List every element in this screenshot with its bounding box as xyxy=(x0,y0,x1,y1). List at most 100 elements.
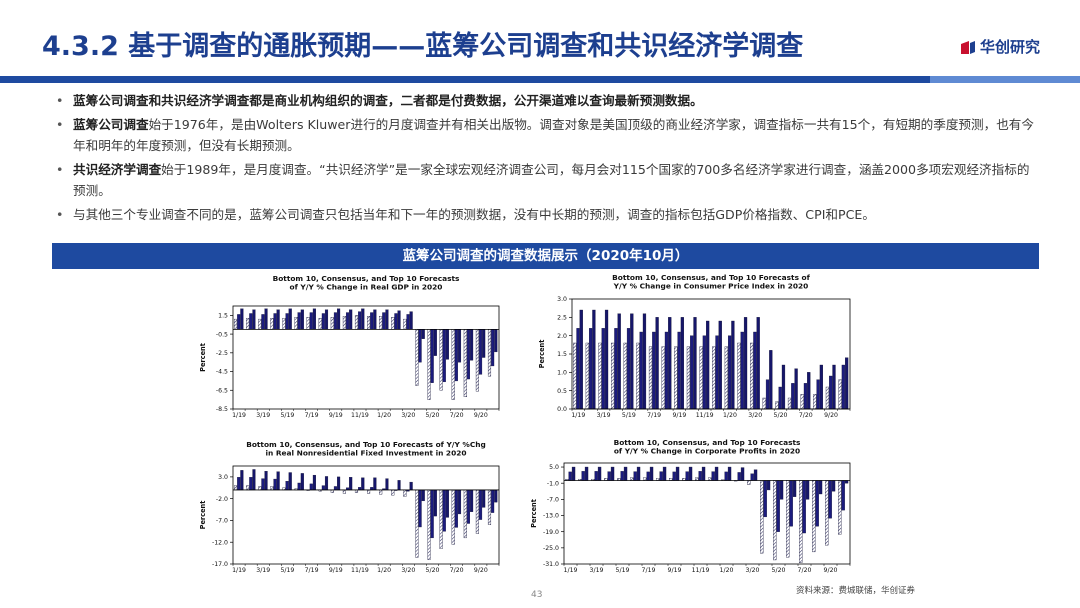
x-tick-label: 7/20 xyxy=(450,567,464,574)
bar-bottom-10 xyxy=(747,480,751,485)
bar-bottom-10 xyxy=(246,317,250,330)
bar-top-10 xyxy=(288,308,292,330)
bar-bottom-10 xyxy=(354,315,359,330)
bar-bottom-10 xyxy=(270,486,274,491)
bar-bottom-10 xyxy=(475,329,479,392)
bar-consensus xyxy=(358,311,362,330)
bar-bottom-10 xyxy=(773,480,777,561)
bullet-list: • 蓝筹公司调查和共识经济学调查都是商业机构组织的调查，二者都是付费数据，公开渠… xyxy=(56,90,1041,228)
bar-top-10 xyxy=(482,489,486,508)
chart-svg: Bottom 10, Consensus, and Top 10 Forecas… xyxy=(538,273,851,419)
bar-bottom-10 xyxy=(775,401,779,410)
bar-consensus xyxy=(491,329,495,367)
y-tick-label: 0.0 xyxy=(557,406,567,413)
page-title: 4.3.2 基于调查的通胀预期——蓝筹公司调查和共识经济学调查 xyxy=(42,31,804,62)
x-tick-label: 9/19 xyxy=(329,567,343,574)
x-tick-label: 7/19 xyxy=(647,412,661,419)
header-divider-accent xyxy=(930,76,1080,83)
bar-consensus xyxy=(672,471,676,481)
bar-top-10 xyxy=(623,466,628,481)
y-tick-label: 3.0 xyxy=(218,474,228,481)
bar-consensus xyxy=(626,328,631,410)
bullet-dot-icon: • xyxy=(56,93,64,108)
chart-title: in Real Nonresidential Fixed Investment … xyxy=(265,449,466,458)
chart-title: of Y/Y % Change in Real GDP in 2020 xyxy=(290,283,443,292)
bar-top-10 xyxy=(470,329,474,361)
x-tick-label: 3/20 xyxy=(746,567,760,574)
bar-consensus xyxy=(418,329,422,363)
bar-top-10 xyxy=(794,368,798,410)
y-tick-label: 1.0 xyxy=(557,370,567,377)
x-tick-label: 1/19 xyxy=(571,412,585,419)
bar-bottom-10 xyxy=(403,489,407,497)
y-axis-label: Percent xyxy=(199,501,207,530)
bar-bottom-10 xyxy=(318,317,322,330)
bar-consensus xyxy=(466,489,470,524)
y-tick-label: 5.0 xyxy=(549,464,559,471)
bar-consensus xyxy=(309,312,313,330)
bar-top-10 xyxy=(779,480,784,500)
bar-bottom-10 xyxy=(786,480,790,558)
bar-top-10 xyxy=(337,476,341,491)
bar-top-10 xyxy=(649,466,654,481)
x-tick-label: 3/20 xyxy=(401,567,415,574)
bar-consensus xyxy=(589,328,593,410)
bar-consensus xyxy=(249,477,253,491)
bar-bottom-10 xyxy=(342,489,346,494)
bar-bottom-10 xyxy=(463,489,467,539)
bar-consensus xyxy=(568,471,572,481)
bar-bottom-10 xyxy=(234,318,238,330)
y-tick-label: -25.0 xyxy=(543,545,559,552)
bar-bottom-10 xyxy=(258,318,262,330)
y-tick-label: -1.0 xyxy=(547,480,559,487)
bar-top-10 xyxy=(240,470,244,491)
bar-top-10 xyxy=(714,466,719,481)
x-tick-label: 9/20 xyxy=(474,412,488,419)
bar-top-10 xyxy=(373,309,377,330)
bar-bottom-10 xyxy=(258,486,262,491)
y-axis-label: Percent xyxy=(530,499,538,528)
y-tick-label: -19.0 xyxy=(543,529,559,536)
bar-consensus xyxy=(753,331,757,410)
bar-consensus xyxy=(454,489,458,528)
bar-top-10 xyxy=(680,317,684,410)
bar-top-10 xyxy=(421,329,425,339)
x-tick-label: 5/20 xyxy=(426,412,440,419)
x-tick-label: 11/19 xyxy=(692,567,710,574)
brand-logo: 华创研究 xyxy=(960,36,1040,57)
chart-title: Bottom 10, Consensus, and Top 10 Forecas… xyxy=(246,440,486,449)
x-tick-label: 1/20 xyxy=(720,567,734,574)
x-tick-label: 1/19 xyxy=(232,567,246,574)
bar-bottom-10 xyxy=(695,477,699,481)
bar-bottom-10 xyxy=(724,346,728,410)
chart-svg: Bottom 10, Consensus, and Top 10 Forecas… xyxy=(199,440,500,574)
chart-svg: Bottom 10, Consensus, and Top 10 Forecas… xyxy=(530,438,851,574)
x-tick-label: 9/19 xyxy=(668,567,682,574)
bar-top-10 xyxy=(845,357,849,410)
bar-consensus xyxy=(607,471,611,481)
bar-consensus xyxy=(778,386,782,410)
bar-consensus xyxy=(690,335,694,410)
bar-bottom-10 xyxy=(661,346,665,410)
bar-consensus xyxy=(685,471,689,481)
chart-nonres-investment: Bottom 10, Consensus, and Top 10 Forecas… xyxy=(193,438,513,576)
bar-top-10 xyxy=(807,372,811,410)
bar-bottom-10 xyxy=(699,346,703,410)
x-tick-label: 11/19 xyxy=(351,567,369,574)
bar-bottom-10 xyxy=(825,386,830,410)
bar-consensus xyxy=(309,483,313,491)
chart-title: Bottom 10, Consensus, and Top 10 Forecas… xyxy=(273,274,460,283)
bar-consensus xyxy=(491,489,495,513)
bar-consensus xyxy=(382,312,386,330)
bar-top-10 xyxy=(373,477,377,491)
bar-top-10 xyxy=(769,350,773,410)
bar-top-10 xyxy=(818,480,823,495)
bar-consensus xyxy=(646,471,650,481)
bar-bottom-10 xyxy=(636,342,640,410)
bar-top-10 xyxy=(688,466,693,481)
bar-consensus xyxy=(791,383,795,410)
bar-top-10 xyxy=(781,364,786,410)
x-tick-label: 7/20 xyxy=(799,412,813,419)
bar-consensus xyxy=(614,328,618,410)
bar-top-10 xyxy=(409,481,413,491)
